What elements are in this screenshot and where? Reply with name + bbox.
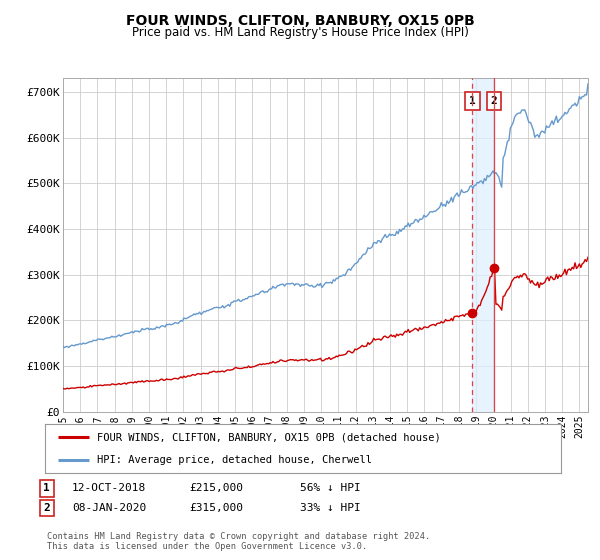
Text: £315,000: £315,000 bbox=[189, 503, 243, 513]
Text: £215,000: £215,000 bbox=[189, 483, 243, 493]
Text: 12-OCT-2018: 12-OCT-2018 bbox=[72, 483, 146, 493]
Text: 2: 2 bbox=[43, 503, 50, 513]
Text: Contains HM Land Registry data © Crown copyright and database right 2024.
This d: Contains HM Land Registry data © Crown c… bbox=[47, 532, 430, 552]
Text: 1: 1 bbox=[43, 483, 50, 493]
Text: FOUR WINDS, CLIFTON, BANBURY, OX15 0PB: FOUR WINDS, CLIFTON, BANBURY, OX15 0PB bbox=[125, 14, 475, 28]
Text: 1: 1 bbox=[469, 96, 476, 106]
Text: HPI: Average price, detached house, Cherwell: HPI: Average price, detached house, Cher… bbox=[97, 455, 371, 465]
Text: FOUR WINDS, CLIFTON, BANBURY, OX15 0PB (detached house): FOUR WINDS, CLIFTON, BANBURY, OX15 0PB (… bbox=[97, 432, 440, 442]
Bar bbox=[472, 78, 494, 412]
Text: Price paid vs. HM Land Registry's House Price Index (HPI): Price paid vs. HM Land Registry's House … bbox=[131, 26, 469, 39]
Text: 08-JAN-2020: 08-JAN-2020 bbox=[72, 503, 146, 513]
Text: 33% ↓ HPI: 33% ↓ HPI bbox=[300, 503, 361, 513]
Text: 2: 2 bbox=[490, 96, 497, 106]
Text: 56% ↓ HPI: 56% ↓ HPI bbox=[300, 483, 361, 493]
